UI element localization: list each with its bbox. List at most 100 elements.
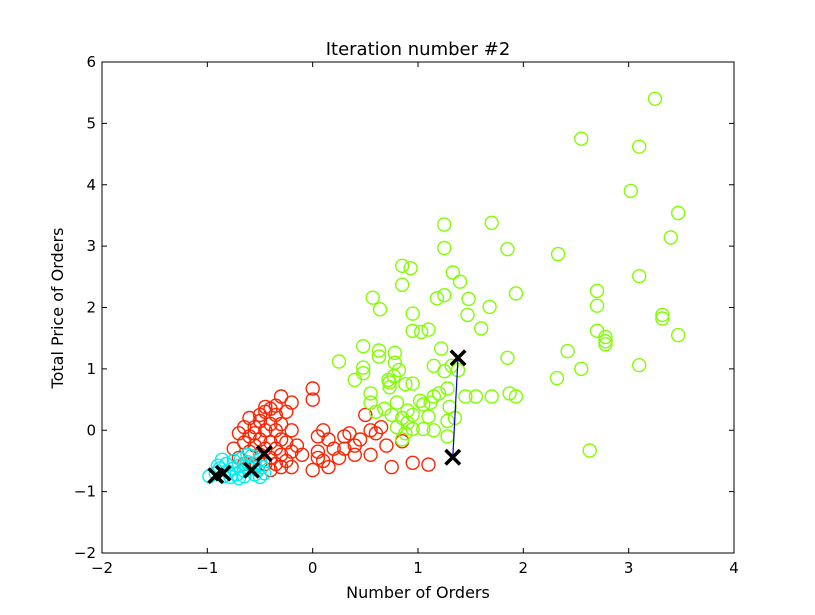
x-tick-label: −2: [91, 559, 113, 577]
data-point: [582, 443, 597, 458]
data-point: [384, 459, 399, 475]
data-point: [405, 407, 420, 423]
data-point: [368, 404, 384, 419]
data-point: [440, 413, 455, 429]
data-point: [663, 230, 678, 245]
data-point: [358, 407, 373, 423]
data-point: [414, 324, 429, 340]
x-tick-label: 4: [729, 559, 739, 577]
data-point: [647, 91, 663, 107]
data-point: [405, 323, 420, 338]
data-point: [440, 381, 455, 396]
data-point: [550, 246, 566, 262]
data-point: [560, 343, 575, 359]
data-point: [484, 215, 499, 231]
data-point: [347, 447, 362, 462]
data-point: [445, 265, 460, 280]
x-tick-label: 2: [519, 559, 529, 577]
data-point: [223, 469, 238, 485]
data-point: [412, 393, 428, 408]
data-point: [484, 389, 499, 404]
y-tick-label: 1: [86, 360, 96, 378]
data-point: [273, 416, 289, 432]
data-point: [671, 327, 686, 343]
data-point: [632, 358, 647, 373]
data-point: [310, 429, 326, 444]
y-tick-label: −2: [74, 544, 96, 562]
data-point: [508, 389, 524, 404]
data-point: [356, 339, 371, 354]
data-point: [226, 453, 241, 469]
data-point: [395, 432, 410, 447]
data-point: [352, 432, 368, 447]
data-point: [452, 274, 468, 289]
data-point: [632, 269, 647, 284]
x-tick-label: −1: [196, 559, 218, 577]
data-point: [252, 407, 268, 423]
data-point: [426, 423, 441, 438]
data-point: [482, 299, 497, 315]
data-point: [284, 395, 299, 410]
data-point: [623, 183, 638, 199]
data-point: [363, 386, 378, 401]
data-point: [421, 322, 436, 337]
data-point: [437, 364, 452, 379]
data-point: [387, 345, 402, 361]
y-tick-label: 3: [86, 237, 96, 255]
data-point: [342, 426, 357, 441]
data-point: [460, 307, 475, 323]
data-point: [365, 290, 380, 305]
centroid-marker: [449, 349, 467, 367]
data-point: [502, 386, 517, 401]
data-point: [252, 469, 268, 485]
data-point: [294, 447, 310, 462]
data-point: [252, 452, 268, 467]
data-point: [655, 307, 670, 323]
data-point: [347, 372, 362, 388]
data-point: [389, 395, 405, 410]
y-tick-label: 2: [86, 299, 96, 317]
data-point: [214, 452, 230, 467]
data-point: [632, 139, 647, 154]
x-axis-title: Number of Orders: [346, 583, 490, 602]
data-point: [247, 426, 262, 441]
data-point: [395, 277, 410, 292]
data-point: [371, 349, 387, 364]
data-point: [371, 343, 387, 358]
data-point: [421, 409, 436, 424]
data-point: [305, 392, 320, 407]
data-point: [468, 389, 484, 404]
data-point: [305, 381, 320, 396]
data-point: [395, 258, 410, 273]
data-point: [337, 441, 352, 456]
data-point: [405, 376, 420, 391]
data-point: [549, 370, 565, 386]
data-point: [331, 354, 347, 369]
data-point: [405, 421, 420, 437]
data-point: [589, 283, 605, 299]
y-tick-label: 0: [86, 421, 96, 439]
data-point: [257, 466, 272, 481]
data-point: [671, 205, 686, 221]
data-point: [405, 306, 420, 321]
x-tick-label: 3: [624, 559, 634, 577]
data-point: [429, 291, 445, 306]
series-group: [202, 447, 272, 486]
data-point: [421, 457, 436, 472]
data-point: [382, 380, 397, 395]
data-point: [403, 261, 418, 276]
data-point: [598, 337, 613, 352]
data-point: [240, 447, 255, 462]
plot-background: [102, 62, 734, 553]
data-point: [382, 375, 397, 390]
data-point: [284, 423, 299, 438]
data-point: [655, 311, 670, 326]
data-point: [356, 360, 371, 375]
y-axis-title: Total Price of Orders: [48, 228, 67, 390]
plot-area: −2 −1 0 1 2 3 4 −2 −1 0 1 2 3 4 5 6: [74, 53, 739, 577]
data-point: [379, 438, 394, 453]
y-tick-label: 4: [86, 176, 96, 194]
y-tick-label: 5: [86, 114, 96, 132]
data-point: [229, 467, 245, 482]
data-points: [202, 91, 686, 486]
